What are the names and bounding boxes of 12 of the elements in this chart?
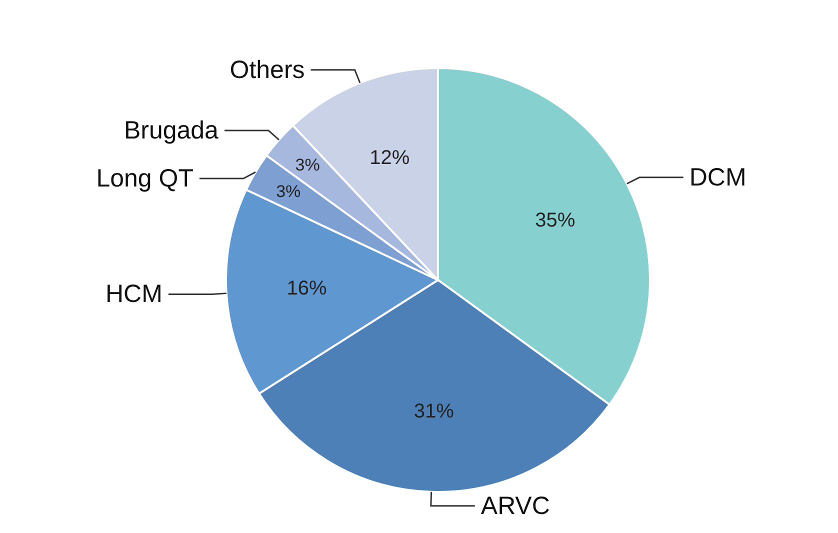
data-label: 16% (286, 277, 328, 300)
slice-label: Others (230, 56, 305, 84)
data-label: 3% (295, 156, 320, 175)
slice-label: Long QT (96, 164, 194, 193)
data-label: 12% (370, 146, 410, 169)
slice-label: HCM (106, 280, 162, 308)
slice-label: DCM (689, 163, 746, 192)
slice-label: ARVC (480, 492, 550, 520)
data-label: 3% (276, 182, 301, 202)
slice-label: Brugada (124, 116, 219, 145)
data-label: 35% (535, 209, 576, 232)
data-label: 31% (414, 400, 454, 422)
